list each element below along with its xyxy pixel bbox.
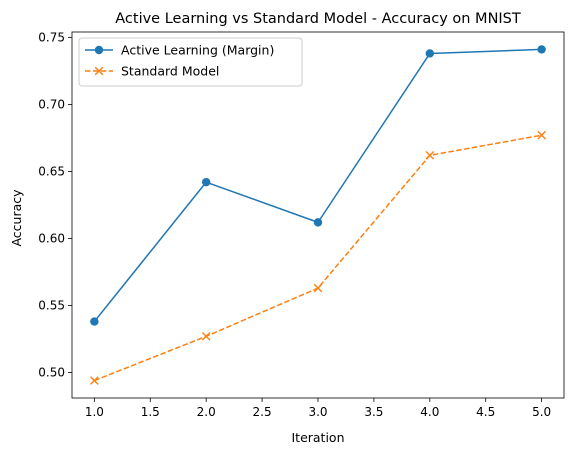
y-tick-label: 0.60 bbox=[38, 231, 65, 245]
y-tick-label: 0.50 bbox=[38, 366, 65, 380]
plot-frame bbox=[71, 31, 565, 399]
x-tick-label: 3.5 bbox=[364, 405, 383, 419]
data-point-marker bbox=[90, 317, 99, 326]
legend-box bbox=[78, 37, 303, 87]
x-tick-label: 4.0 bbox=[420, 405, 439, 419]
x-tick-label: 1.5 bbox=[141, 405, 160, 419]
legend: Active Learning (Margin) Standard Model bbox=[78, 37, 303, 87]
data-point-marker bbox=[425, 49, 435, 58]
legend-label: Standard Model bbox=[121, 64, 219, 79]
data-point-marker bbox=[201, 332, 211, 341]
x-tick-label: 1.0 bbox=[85, 405, 104, 419]
series-line-2 bbox=[94, 134, 542, 382]
series-line-1 bbox=[93, 48, 542, 323]
x-tick-label: 5.0 bbox=[532, 405, 551, 419]
y-axis: 0.50 0.55 0.60 0.65 0.70 0.75 bbox=[38, 30, 72, 380]
legend-marker bbox=[94, 45, 104, 55]
x-tick-label: 2.5 bbox=[253, 405, 272, 419]
chart-title: Active Learning vs Standard Model - Accu… bbox=[115, 11, 521, 27]
data-point-marker bbox=[90, 376, 99, 385]
y-tick-label: 0.55 bbox=[38, 298, 65, 312]
data-point-marker bbox=[201, 177, 211, 187]
data-point-marker bbox=[537, 45, 546, 54]
y-tick-label: 0.70 bbox=[38, 97, 65, 111]
data-point-marker bbox=[313, 218, 323, 227]
data-point-marker bbox=[537, 130, 546, 140]
legend-marker bbox=[94, 66, 104, 76]
data-point-marker bbox=[313, 283, 323, 293]
plot-area bbox=[71, 31, 565, 399]
data-point-marker bbox=[425, 151, 435, 160]
y-tick-label: 0.65 bbox=[38, 164, 65, 178]
x-tick-label: 3.0 bbox=[308, 405, 327, 419]
x-tick-label: 2.0 bbox=[197, 405, 216, 419]
x-axis: 1.0 1.5 2.0 2.5 3.0 3.5 4.0 4.5 5.0 bbox=[85, 398, 551, 419]
x-axis-label: Iteration bbox=[291, 430, 344, 445]
y-axis-label: Accuracy bbox=[9, 189, 24, 247]
x-tick-label: 4.5 bbox=[476, 405, 495, 419]
legend-label: Active Learning (Margin) bbox=[121, 43, 274, 58]
series-layer bbox=[90, 45, 546, 385]
y-tick-label: 0.75 bbox=[38, 30, 65, 44]
